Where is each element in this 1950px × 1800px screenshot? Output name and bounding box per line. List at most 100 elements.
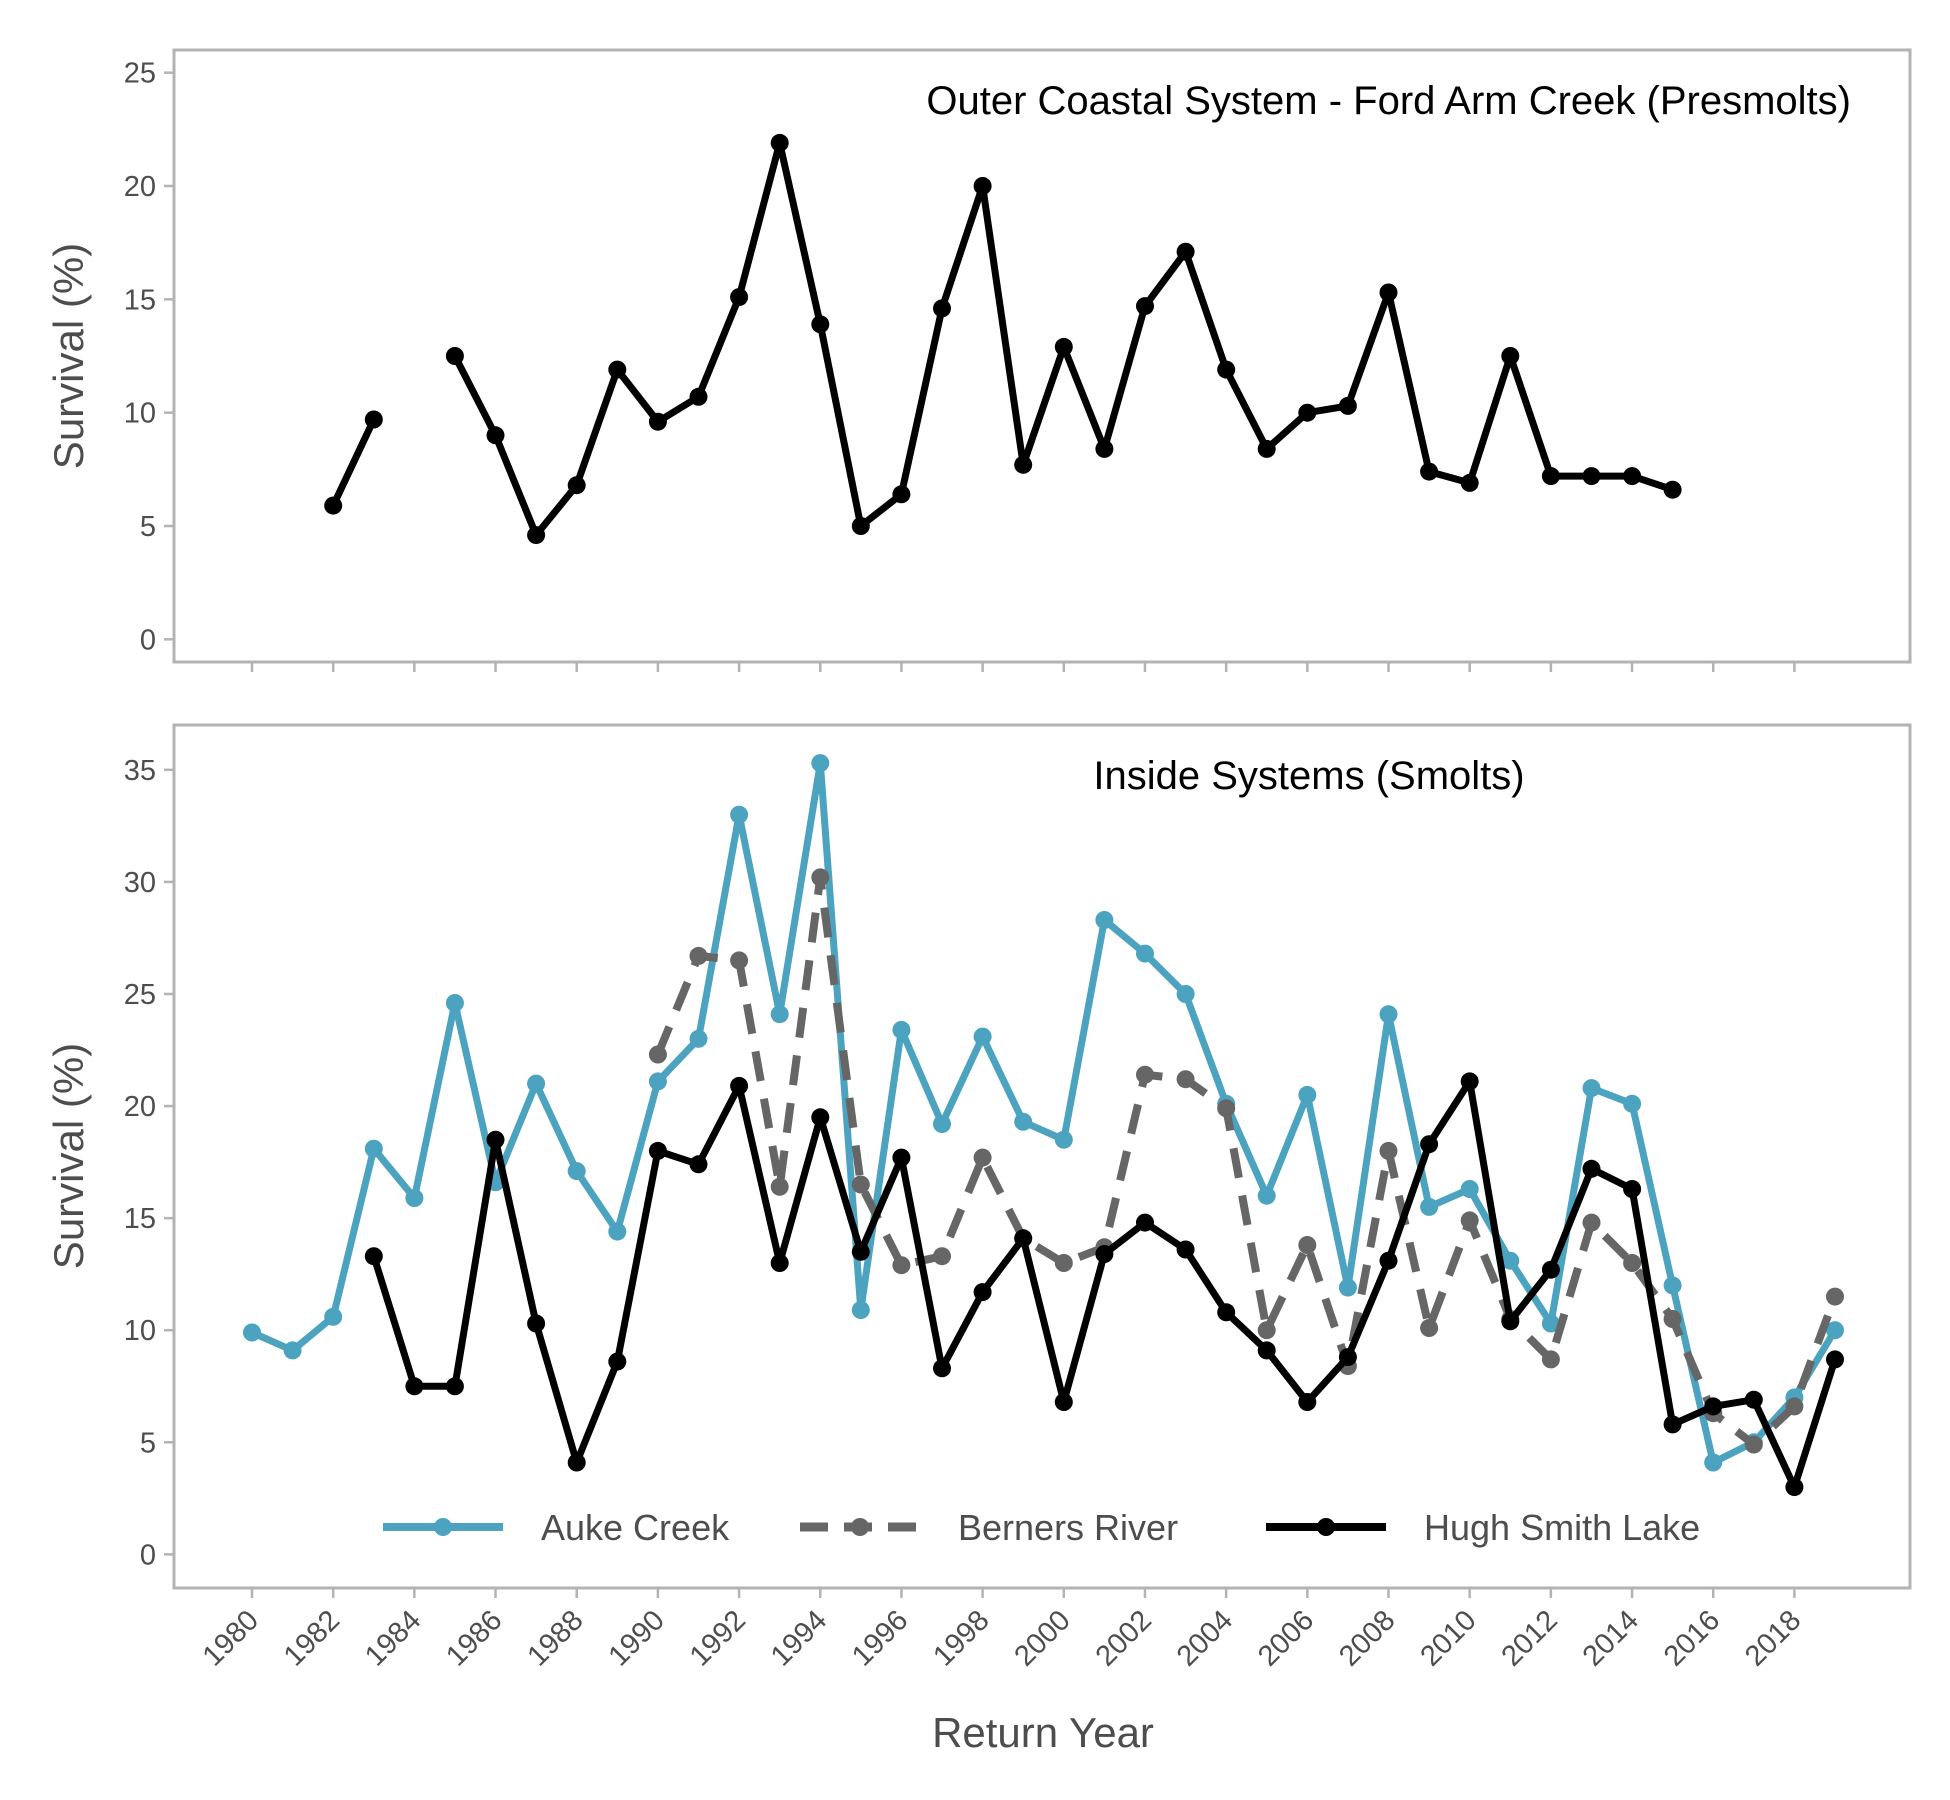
data-point [689,1155,708,1174]
data-point [1704,1453,1723,1472]
panel-ford-arm-creek: 0 5 10 15 20 25 Survival (%) Outer Coastal Sy… [45,48,1912,672]
data-point [1420,1197,1439,1216]
data-point [811,868,830,887]
data-point [1095,439,1114,458]
legend-item-berners-river: Berners River [800,1507,1178,1548]
legend-item-hugh-smith-lake: Hugh Smith Lake [1266,1507,1700,1548]
data-point [933,1115,951,1133]
data-point [1785,1478,1804,1497]
y-axis-ticks: 0 5 10 15 20 25 [124,58,174,656]
y-tick-label: 0 [140,624,156,656]
data-point [1298,1236,1317,1254]
data-point [892,485,911,504]
data-point [364,1139,383,1158]
data-point [1826,1287,1844,1306]
data-point [1054,1254,1073,1272]
series-layer [324,133,1682,545]
y-tick-label: 5 [140,1427,156,1459]
legend: Auke Creek Berners River Hugh Smith Lake [383,1507,1700,1548]
data-point [1014,1112,1033,1131]
y-tick-label: 15 [124,284,156,316]
data-point [1257,1341,1276,1360]
data-point [1582,1159,1601,1178]
data-point [1298,1393,1317,1411]
legend-label: Auke Creek [541,1507,730,1548]
y-tick-label: 10 [124,398,156,430]
data-point [1176,985,1195,1003]
data-point [1460,1211,1479,1230]
data-point [1420,1135,1439,1154]
data-point [973,1283,992,1302]
data-point [851,1301,870,1319]
y-tick-label: 20 [124,171,156,203]
data-point [1298,403,1317,422]
series-line [654,873,1839,1449]
data-point [1338,1348,1357,1367]
data-point [243,1323,261,1342]
data-point [324,1307,343,1326]
data-point [608,360,627,379]
data-point [892,1020,911,1039]
legend-marker [1317,1518,1335,1536]
y-axis-title: Survival (%) [45,243,92,469]
series-line [330,418,377,508]
y-tick-label: 0 [140,1539,156,1571]
data-point [770,1254,789,1272]
legend-label: Hugh Smith Lake [1424,1507,1700,1548]
data-point [1785,1397,1804,1416]
data-point [892,1148,911,1167]
data-point [608,1352,627,1371]
data-point [770,1005,789,1024]
data-point [527,1074,546,1093]
data-point [567,476,586,495]
data-point [1054,1130,1073,1149]
data-point [1744,1390,1763,1409]
data-point [1257,439,1276,458]
x-axis-title: Return Year [932,1709,1154,1756]
data-point [648,1141,667,1160]
x-axis-ticks [250,662,1796,672]
data-point [973,1027,992,1046]
data-point [1582,1213,1601,1232]
panel-title: Outer Coastal System - Ford Arm Creek (P… [926,79,1851,123]
data-point [689,1029,708,1048]
data-point [567,1453,586,1472]
data-point [1501,1251,1520,1270]
data-point [445,347,464,365]
data-point [1217,360,1236,379]
data-point [933,299,951,318]
panel-frame [172,48,1912,664]
data-point [1054,1393,1073,1411]
data-point [1095,1245,1114,1263]
data-point [730,805,749,824]
data-point [1420,462,1439,481]
data-point [851,517,870,535]
data-point [405,1377,424,1396]
data-point [1054,337,1073,356]
data-point [648,412,667,431]
data-point [283,1341,302,1360]
data-point [1826,1350,1844,1369]
panel-title: Inside Systems (Smolts) [1093,754,1524,798]
data-point [1501,347,1520,365]
y-tick-label: 25 [124,58,156,90]
data-point [851,1242,870,1261]
data-point [1095,911,1114,929]
data-point [1014,455,1033,474]
data-point [486,1130,505,1149]
data-point [1176,1240,1195,1259]
series-hugh-smith-lake [364,1072,1844,1497]
data-point [933,1247,951,1266]
y-tick-label: 15 [124,1203,156,1235]
data-point [364,410,383,429]
data-point [973,177,992,195]
data-point [1582,467,1601,486]
data-point [1623,1254,1642,1272]
data-point [1663,480,1682,499]
data-point [1582,1079,1601,1098]
data-point [1460,1072,1479,1091]
data-point [1826,1321,1844,1340]
data-point [1217,1099,1236,1118]
